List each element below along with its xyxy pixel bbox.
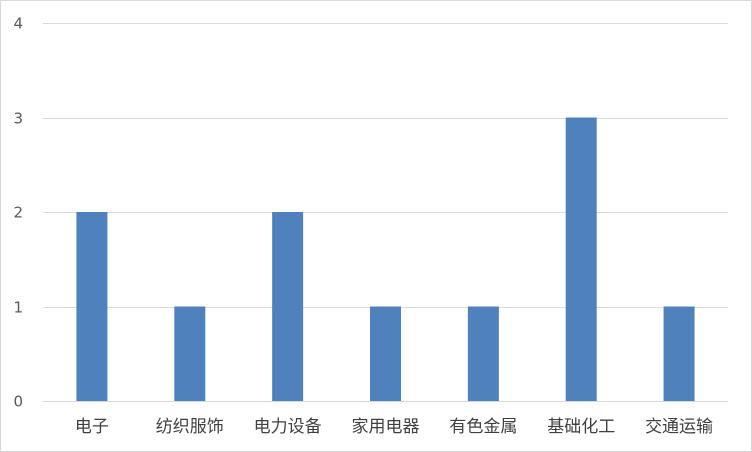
bar-5: [565, 117, 597, 401]
y-tick-label: 1: [13, 299, 23, 317]
y-tick-label: 3: [13, 110, 23, 128]
x-tick-label: 交通运输: [645, 417, 713, 437]
bar-3: [370, 306, 401, 401]
gridlines: [43, 23, 728, 402]
bar-0: [76, 212, 108, 401]
x-tick-label: 基础化工: [547, 417, 615, 437]
bar-1: [174, 306, 206, 401]
bar-4: [467, 306, 499, 401]
y-tick-label: 0: [13, 393, 23, 411]
bar-6: [663, 306, 695, 401]
y-tick-label: 4: [13, 15, 23, 33]
y-tick-label: 2: [13, 204, 23, 222]
x-tick-label: 纺织服饰: [156, 417, 224, 437]
y-axis-ticks: 0 1 2 3 4: [13, 15, 23, 411]
x-axis-labels: 电子 纺织服饰 电力设备 家用电器 有色金属 基础化工 交通运输: [75, 417, 713, 437]
bar-2: [272, 212, 304, 401]
x-tick-label: 家用电器: [352, 417, 420, 437]
x-tick-label: 电子: [75, 417, 109, 437]
x-tick-label: 有色金属: [449, 417, 517, 437]
bars: [76, 117, 695, 401]
x-tick-label: 电力设备: [254, 417, 322, 437]
